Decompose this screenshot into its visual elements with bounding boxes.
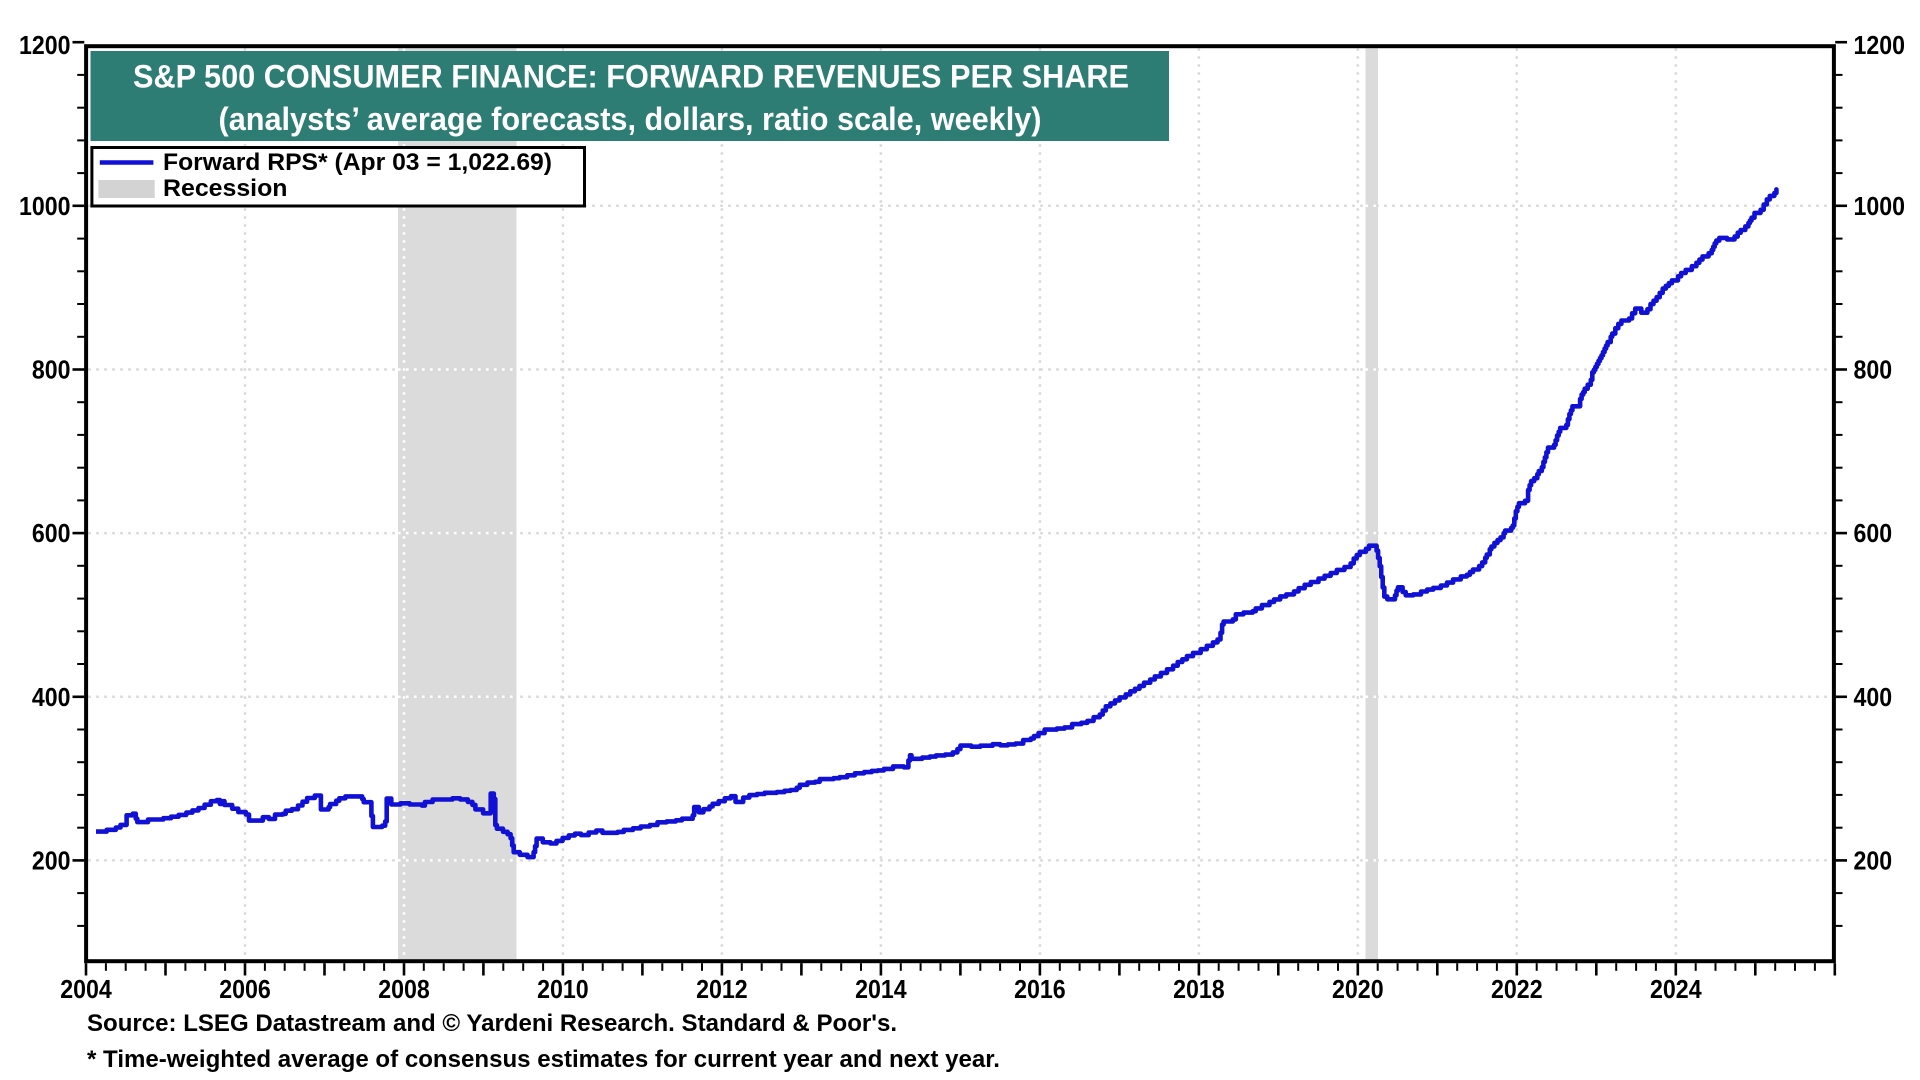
svg-text:200: 200: [32, 845, 71, 875]
svg-text:600: 600: [32, 518, 71, 548]
svg-text:1000: 1000: [19, 191, 71, 221]
svg-text:2018: 2018: [1173, 974, 1225, 1004]
svg-text:2010: 2010: [537, 974, 589, 1004]
svg-text:2004: 2004: [60, 974, 112, 1004]
svg-text:Forward RPS* (Apr 03 = 1,022.6: Forward RPS* (Apr 03 = 1,022.69): [163, 149, 552, 176]
svg-text:1200: 1200: [19, 30, 71, 60]
svg-text:2024: 2024: [1650, 974, 1702, 1004]
svg-text:400: 400: [32, 682, 71, 712]
svg-text:2012: 2012: [696, 974, 748, 1004]
svg-text:2014: 2014: [855, 974, 907, 1004]
svg-text:200: 200: [1854, 845, 1893, 875]
svg-text:600: 600: [1854, 518, 1893, 548]
svg-text:Recession: Recession: [163, 175, 288, 202]
svg-text:2022: 2022: [1491, 974, 1543, 1004]
svg-text:Source: LSEG Datastream and ©: Source: LSEG Datastream and © Yardeni Re…: [87, 1010, 897, 1037]
svg-text:2016: 2016: [1014, 974, 1066, 1004]
svg-text:1200: 1200: [1854, 30, 1906, 60]
svg-text:400: 400: [1854, 682, 1893, 712]
svg-text:(analysts’ average forecasts,: (analysts’ average forecasts, dollars, r…: [219, 101, 1042, 137]
svg-text:S&P 500 CONSUMER FINANCE: FORW: S&P 500 CONSUMER FINANCE: FORWARD REVENU…: [133, 58, 1129, 94]
svg-text:* Time-weighted average of con: * Time-weighted average of consensus est…: [87, 1046, 1000, 1073]
svg-text:800: 800: [1854, 355, 1893, 385]
svg-text:800: 800: [32, 355, 71, 385]
svg-text:1000: 1000: [1854, 191, 1906, 221]
svg-text:2006: 2006: [219, 974, 271, 1004]
svg-text:2008: 2008: [378, 974, 430, 1004]
svg-text:2020: 2020: [1332, 974, 1384, 1004]
